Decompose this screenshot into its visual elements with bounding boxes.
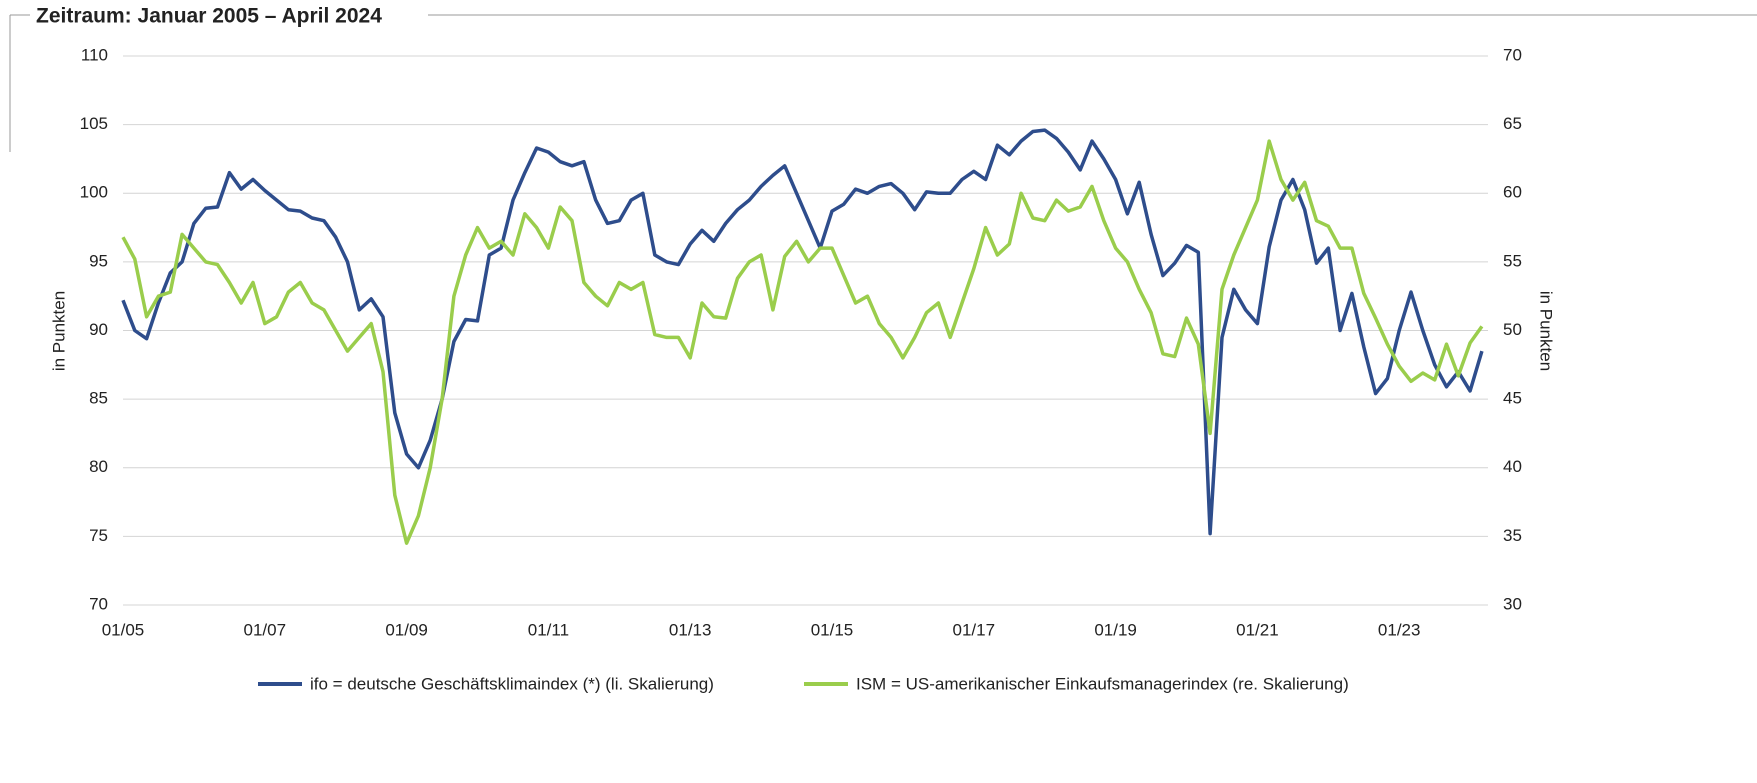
y2-tick-label: 60	[1503, 183, 1522, 202]
y2-tick-label: 40	[1503, 457, 1522, 476]
y-tick-label: 90	[89, 320, 108, 339]
chart-title: Zeitraum: Januar 2005 – April 2024	[36, 5, 382, 28]
x-tick-label: 01/15	[811, 620, 854, 639]
y-tick-label: 75	[89, 526, 108, 545]
y-tick-label: 85	[89, 389, 108, 408]
x-tick-label: 01/19	[1094, 620, 1137, 639]
y2-tick-label: 70	[1503, 45, 1522, 64]
y2-tick-label: 55	[1503, 251, 1522, 270]
y-tick-label: 80	[89, 457, 108, 476]
series-line	[121, 128, 1484, 536]
y-tick-label: 110	[81, 45, 108, 64]
series-line	[121, 139, 1484, 545]
x-tick-label: 01/13	[669, 620, 712, 639]
x-tick-label: 01/07	[244, 620, 287, 639]
y2-axis-label: in Punkten	[1537, 291, 1556, 371]
y2-tick-label: 65	[1503, 114, 1522, 133]
legend-label: ISM = US-amerikanischer Einkaufsmanageri…	[856, 674, 1349, 693]
y-tick-label: 70	[89, 594, 108, 613]
y-tick-label: 100	[80, 183, 108, 202]
x-tick-label: 01/09	[385, 620, 428, 639]
y2-tick-label: 35	[1503, 526, 1522, 545]
x-tick-label: 01/21	[1236, 620, 1279, 639]
y2-tick-label: 30	[1503, 594, 1522, 613]
y2-tick-label: 45	[1503, 389, 1522, 408]
y-axis-label: in Punkten	[49, 291, 68, 371]
legend-label: ifo = deutsche Geschäftsklimaindex (*) (…	[310, 674, 714, 693]
y2-tick-label: 50	[1503, 320, 1522, 339]
y-tick-label: 105	[80, 114, 108, 133]
x-tick-label: 01/11	[528, 620, 569, 639]
x-tick-label: 01/05	[102, 620, 145, 639]
x-tick-label: 01/17	[953, 620, 996, 639]
y-tick-label: 95	[89, 251, 108, 270]
x-tick-label: 01/23	[1378, 620, 1421, 639]
